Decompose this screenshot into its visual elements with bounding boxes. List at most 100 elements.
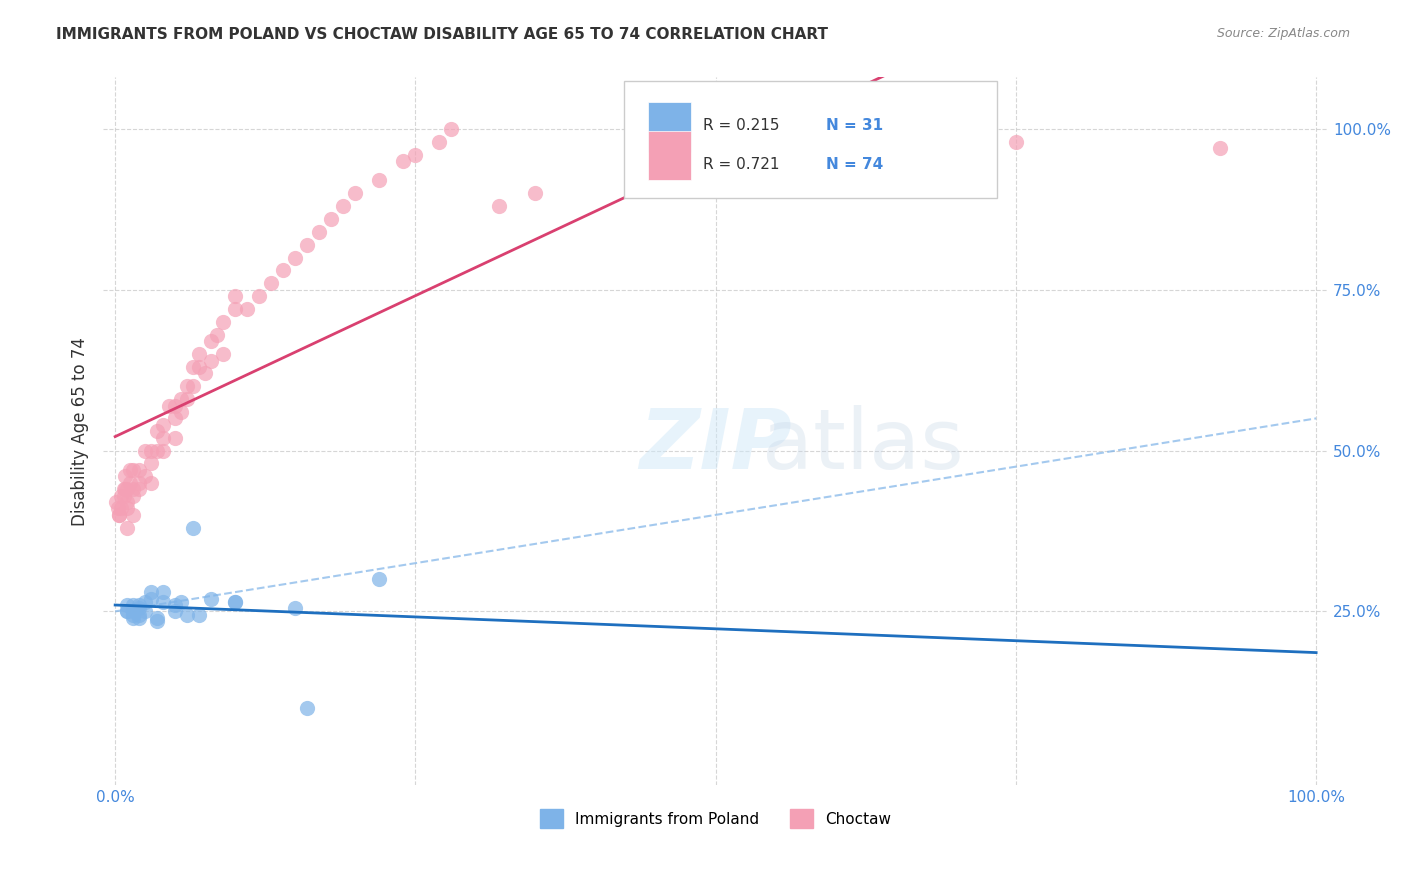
Point bbox=[176, 379, 198, 393]
Point bbox=[368, 572, 391, 586]
Point bbox=[141, 591, 163, 606]
Point bbox=[212, 347, 235, 361]
Point bbox=[524, 186, 547, 201]
Text: ZIP: ZIP bbox=[640, 405, 792, 486]
Point bbox=[114, 469, 136, 483]
Point bbox=[128, 463, 150, 477]
Point bbox=[165, 399, 187, 413]
Point bbox=[921, 122, 943, 136]
Point bbox=[1005, 135, 1028, 149]
Point bbox=[1209, 141, 1232, 155]
Point bbox=[122, 463, 145, 477]
Point bbox=[146, 424, 169, 438]
Point bbox=[236, 301, 259, 316]
Point bbox=[332, 199, 354, 213]
Point bbox=[115, 604, 138, 618]
Point bbox=[122, 607, 145, 622]
Point bbox=[128, 482, 150, 496]
Point bbox=[128, 598, 150, 612]
Point bbox=[105, 495, 128, 509]
Point bbox=[297, 701, 319, 715]
Point bbox=[212, 315, 235, 329]
Point bbox=[152, 443, 174, 458]
Point bbox=[134, 469, 156, 483]
Legend: Immigrants from Poland, Choctaw: Immigrants from Poland, Choctaw bbox=[534, 803, 897, 834]
FancyBboxPatch shape bbox=[648, 130, 692, 180]
Point bbox=[118, 463, 141, 477]
Point bbox=[128, 607, 150, 622]
Point bbox=[297, 237, 319, 252]
Point bbox=[152, 431, 174, 445]
Point bbox=[247, 289, 270, 303]
Point bbox=[115, 482, 138, 496]
Point bbox=[141, 475, 163, 490]
Point bbox=[134, 604, 156, 618]
Point bbox=[128, 601, 150, 615]
Point bbox=[112, 482, 135, 496]
FancyBboxPatch shape bbox=[624, 81, 997, 198]
Point bbox=[165, 411, 187, 425]
Point bbox=[141, 443, 163, 458]
Point bbox=[141, 457, 163, 471]
Text: R = 0.721: R = 0.721 bbox=[703, 157, 780, 172]
Point bbox=[115, 495, 138, 509]
Point bbox=[181, 359, 204, 374]
Point bbox=[200, 334, 222, 349]
Text: N = 74: N = 74 bbox=[825, 157, 883, 172]
Point bbox=[122, 508, 145, 522]
Point bbox=[141, 585, 163, 599]
Text: N = 31: N = 31 bbox=[825, 118, 883, 133]
Point bbox=[429, 135, 451, 149]
Point bbox=[224, 301, 246, 316]
Point bbox=[194, 367, 217, 381]
Point bbox=[321, 211, 343, 226]
Point bbox=[368, 173, 391, 187]
Y-axis label: Disability Age 65 to 74: Disability Age 65 to 74 bbox=[72, 337, 89, 525]
Point bbox=[115, 521, 138, 535]
Point bbox=[224, 595, 246, 609]
Point bbox=[107, 501, 129, 516]
Point bbox=[392, 154, 415, 169]
Point bbox=[488, 199, 510, 213]
Point bbox=[152, 585, 174, 599]
Point bbox=[200, 353, 222, 368]
Point bbox=[128, 611, 150, 625]
Point bbox=[114, 482, 136, 496]
Point bbox=[170, 392, 193, 406]
Point bbox=[188, 607, 211, 622]
Point bbox=[110, 501, 132, 516]
Point bbox=[165, 604, 187, 618]
Text: IMMIGRANTS FROM POLAND VS CHOCTAW DISABILITY AGE 65 TO 74 CORRELATION CHART: IMMIGRANTS FROM POLAND VS CHOCTAW DISABI… bbox=[56, 27, 828, 42]
Point bbox=[284, 601, 307, 615]
Point bbox=[170, 405, 193, 419]
Point bbox=[122, 611, 145, 625]
Point bbox=[107, 508, 129, 522]
Point bbox=[152, 595, 174, 609]
Point bbox=[110, 489, 132, 503]
Point bbox=[188, 359, 211, 374]
Point bbox=[165, 431, 187, 445]
Point bbox=[165, 598, 187, 612]
Point bbox=[765, 173, 787, 187]
Text: R = 0.215: R = 0.215 bbox=[703, 118, 780, 133]
Point bbox=[146, 443, 169, 458]
Text: atlas: atlas bbox=[762, 405, 963, 486]
Point bbox=[146, 611, 169, 625]
Point bbox=[224, 595, 246, 609]
Point bbox=[308, 225, 330, 239]
Point bbox=[115, 604, 138, 618]
Text: Source: ZipAtlas.com: Source: ZipAtlas.com bbox=[1216, 27, 1350, 40]
Point bbox=[260, 277, 283, 291]
Point bbox=[152, 417, 174, 432]
Point bbox=[122, 482, 145, 496]
Point bbox=[188, 347, 211, 361]
Point bbox=[115, 598, 138, 612]
Point bbox=[122, 604, 145, 618]
Point bbox=[200, 591, 222, 606]
Point bbox=[122, 489, 145, 503]
Point bbox=[118, 475, 141, 490]
Point bbox=[176, 392, 198, 406]
Point bbox=[107, 508, 129, 522]
Point bbox=[344, 186, 367, 201]
Point bbox=[404, 147, 426, 161]
